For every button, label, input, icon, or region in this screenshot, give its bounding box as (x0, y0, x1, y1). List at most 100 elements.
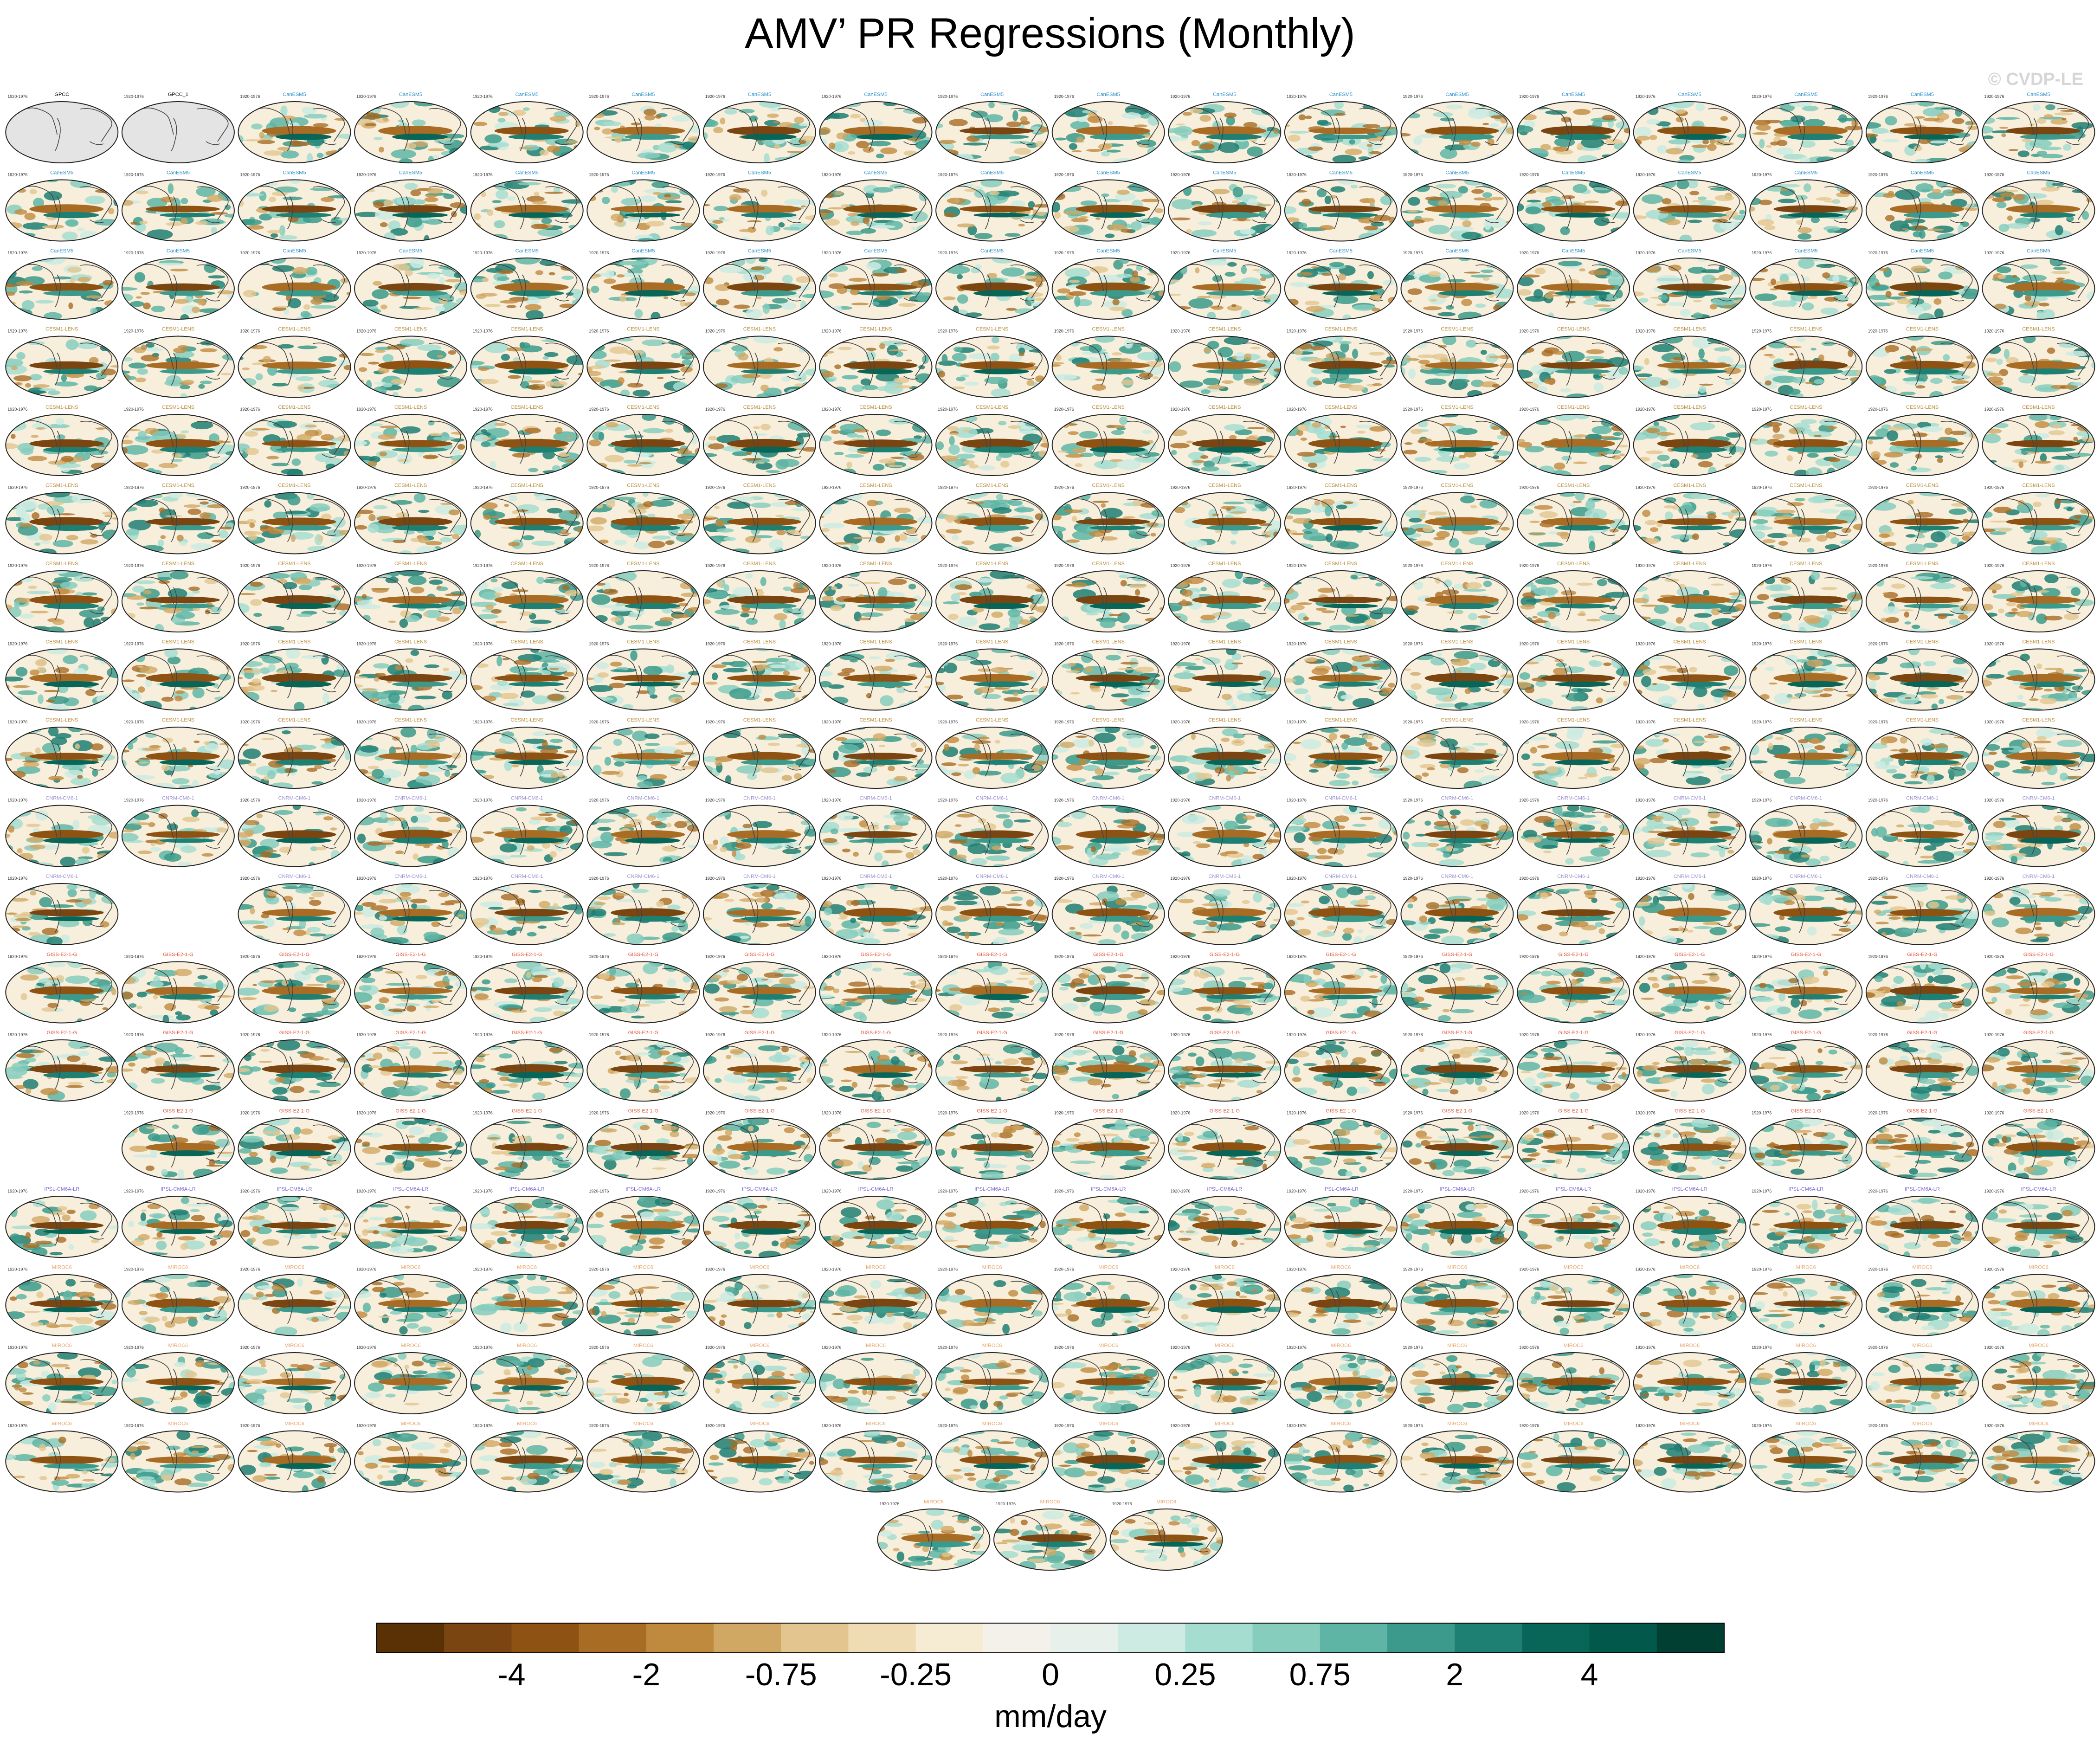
panel-name-label: CESM1-LENS (859, 405, 892, 410)
precip-anomaly-blob (1582, 296, 1592, 298)
precip-anomaly-blob (1765, 145, 1772, 148)
map-panel: 1920-1976 CESM1-LENS (1284, 327, 1398, 398)
map-panel: 1920-1976 CESM1-LENS (1517, 405, 1630, 476)
precip-anomaly-blob (1871, 392, 1881, 398)
panel-years-label: 1920-1976 (1984, 329, 2004, 334)
precip-anomaly-blob (1195, 267, 1200, 274)
precip-anomaly-blob (554, 427, 563, 434)
map-panel: 1920-1976 CESM1-LENS (1284, 483, 1398, 554)
precip-anomaly-blob (1308, 358, 1325, 362)
precip-anomaly-blob (2078, 462, 2092, 473)
precip-anomaly-blob (244, 139, 262, 142)
equatorial-wet-band (1671, 525, 1727, 530)
precip-anomaly-blob (936, 504, 942, 507)
precip-anomaly-blob (1487, 138, 1494, 146)
precip-anomaly-blob (1693, 300, 1702, 303)
precip-anomaly-blob (412, 119, 426, 127)
map-panel: 1920-1976 CanESM5 (470, 170, 584, 242)
precip-anomaly-blob (1750, 108, 1765, 111)
precip-anomaly-blob (957, 223, 975, 228)
panel-name-label: CESM1-LENS (743, 405, 776, 410)
precip-anomaly-blob (1480, 269, 1494, 273)
precip-anomaly-blob (919, 191, 929, 201)
map-panel: 1920-1976 CanESM5 (354, 170, 468, 242)
equatorial-dry-band (494, 517, 569, 526)
precip-anomaly-blob (1866, 191, 1872, 199)
precip-anomaly-blob (244, 236, 269, 241)
map-panel: 1920-1976 CanESM5 (1982, 248, 2095, 320)
panel-name-label: CanESM5 (1562, 92, 1585, 97)
precip-anomaly-blob (375, 350, 386, 353)
precip-anomaly-blob (844, 454, 864, 458)
equatorial-wet-band (159, 290, 215, 296)
precip-anomaly-blob (1449, 226, 1474, 232)
precip-anomaly-blob (1617, 307, 1627, 313)
precip-anomaly-blob (1227, 262, 1237, 267)
precip-anomaly-blob (20, 414, 31, 420)
precip-anomaly-blob (1383, 394, 1397, 398)
precip-anomaly-blob (1231, 304, 1237, 307)
precip-anomaly-blob (1904, 380, 1926, 385)
precip-anomaly-blob (939, 149, 959, 156)
equatorial-wet-band (625, 134, 681, 140)
precip-anomaly-blob (949, 433, 959, 435)
precip-anomaly-blob (1300, 437, 1308, 441)
precip-anomaly-blob (1246, 427, 1266, 429)
precip-anomaly-blob (1455, 548, 1462, 554)
precip-anomaly-blob (1109, 307, 1127, 311)
precip-anomaly-blob (1301, 199, 1311, 206)
precip-anomaly-blob (880, 147, 897, 155)
precip-anomaly-blob (1572, 184, 1588, 193)
equatorial-dry-band (1541, 205, 1616, 213)
precip-anomaly-blob (1692, 533, 1699, 540)
precip-anomaly-blob (1846, 206, 1859, 211)
precip-anomaly-blob (2044, 114, 2053, 118)
precip-anomaly-blob (1765, 451, 1778, 457)
precip-anomaly-blob (317, 506, 330, 511)
precip-anomaly-blob (1771, 300, 1797, 307)
precip-anomaly-blob (19, 470, 26, 476)
precip-anomaly-blob (1158, 315, 1165, 318)
equatorial-wet-band (1787, 446, 1843, 453)
precip-anomaly-blob (791, 508, 807, 511)
precip-anomaly-blob (1101, 193, 1109, 197)
precip-anomaly-blob (763, 153, 770, 163)
precip-anomaly-blob (220, 373, 232, 375)
panel-years-label: 1920-1976 (124, 329, 144, 334)
precip-anomaly-blob (2039, 303, 2049, 307)
precip-anomaly-blob (1377, 545, 1389, 554)
panel-name-label: CanESM5 (1794, 170, 1817, 176)
precip-anomaly-blob (107, 183, 118, 188)
panel-years-label: 1920-1976 (1984, 173, 2004, 177)
precip-anomaly-blob (938, 361, 957, 366)
precip-anomaly-blob (1750, 530, 1765, 540)
precip-anomaly-blob (128, 362, 147, 369)
precip-anomaly-blob (963, 460, 975, 465)
map-panel: 1920-1976 CESM1-LENS (586, 405, 700, 476)
precip-anomaly-blob (589, 439, 601, 446)
precip-anomaly-blob (1168, 135, 1179, 142)
precip-anomaly-blob (1885, 290, 1892, 298)
precip-anomaly-blob (249, 522, 255, 528)
panel-name-label: CanESM5 (980, 170, 1004, 176)
precip-anomaly-blob (1241, 265, 1247, 274)
precip-anomaly-blob (44, 501, 64, 506)
panel-name-label: CESM1-LENS (162, 405, 194, 410)
precip-anomaly-blob (209, 463, 225, 473)
precip-anomaly-blob (1885, 215, 1895, 222)
precip-anomaly-blob (1735, 102, 1741, 106)
precip-anomaly-blob (1656, 303, 1667, 306)
precip-anomaly-blob (786, 150, 805, 153)
precip-anomaly-blob (367, 523, 379, 533)
precip-anomaly-blob (68, 302, 73, 309)
precip-anomaly-blob (1446, 305, 1454, 310)
precip-anomaly-blob (426, 350, 447, 360)
precip-anomaly-blob (1619, 453, 1625, 457)
panel-years-label: 1920-1976 (822, 407, 842, 412)
precip-anomaly-blob (605, 136, 619, 139)
precip-anomaly-blob (140, 292, 150, 295)
precip-anomaly-blob (713, 206, 728, 212)
precip-anomaly-blob (1458, 139, 1472, 145)
map-panel: 1920-1976 CanESM5 (1749, 92, 1863, 163)
precip-anomaly-blob (917, 343, 932, 348)
